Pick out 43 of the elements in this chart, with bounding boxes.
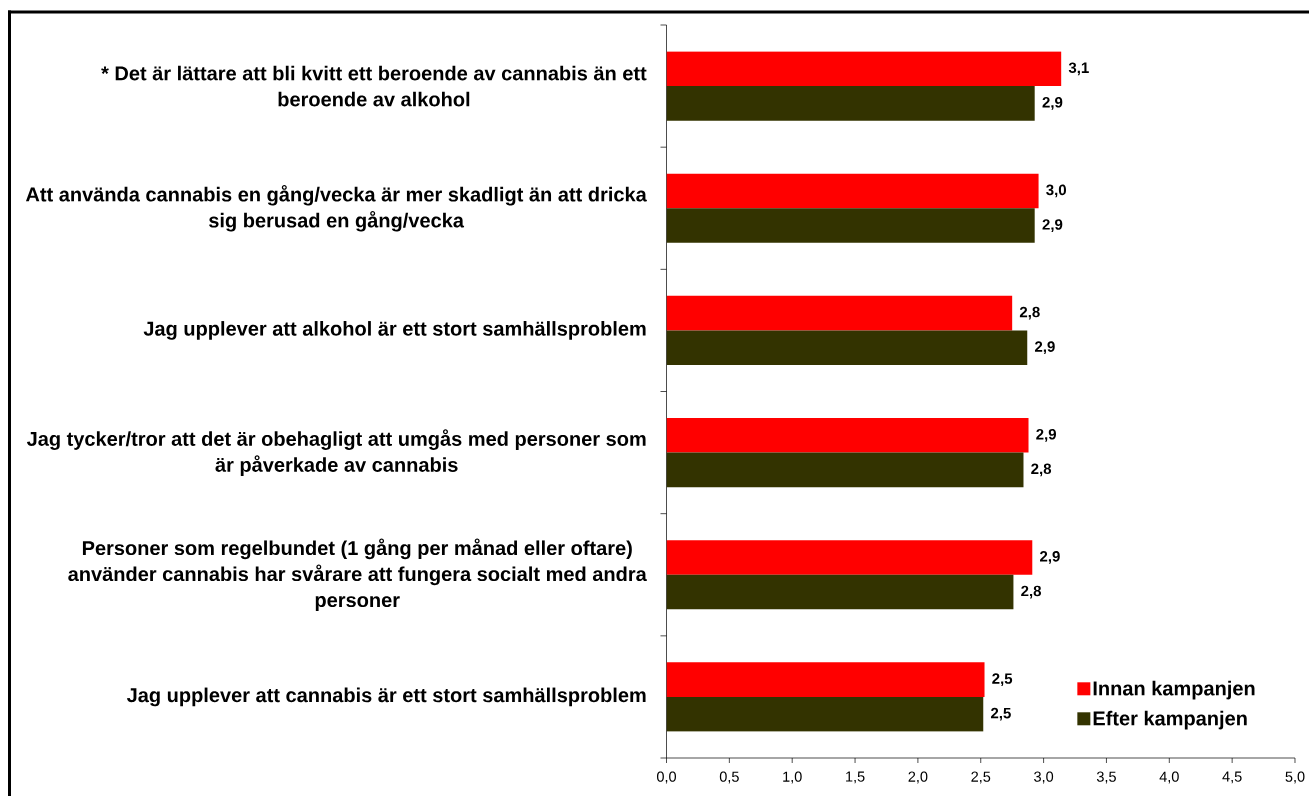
- y-tick-label: Personer som regelbundet (1 gång per månad eller oftare) använder cannabis har svårare att fungera socialt med andra personer: [68, 538, 647, 612]
- data-label: 2,9: [1040, 551, 1060, 564]
- bar: [666, 86, 1035, 121]
- bar: [666, 173, 1039, 209]
- x-tick-label: 3,0: [1034, 771, 1054, 784]
- x-tick-label: 0,5: [719, 771, 739, 784]
- data-label: 2,9: [1042, 96, 1063, 110]
- data-label: 2,8: [1021, 585, 1042, 599]
- x-tick-label: 4,0: [1159, 771, 1179, 784]
- bar: [666, 418, 1029, 453]
- bar: [666, 696, 984, 732]
- data-label: 2,9: [1042, 219, 1063, 232]
- legend-label: Efter kampanjen: [1093, 710, 1247, 730]
- bar: [666, 208, 1035, 243]
- data-label: 2,9: [1034, 341, 1055, 355]
- bar: [666, 452, 1024, 488]
- bar: [666, 295, 1013, 331]
- data-label: 2,5: [992, 673, 1013, 687]
- x-tick-label: 1,0: [783, 771, 802, 784]
- y-tick-label: Jag tycker/tror att det är obehagligt att umgås med personer som är påverkade av cannabis: [26, 429, 646, 476]
- y-tick-label: Att använda cannabis en gång/vecka är mer skadligt än att dricka sig berusad en gång/vecka: [25, 184, 647, 232]
- data-label: 2,8: [1031, 463, 1052, 477]
- data-label: 3,0: [1046, 184, 1066, 198]
- x-tick-label: 5,0: [1285, 771, 1305, 784]
- x-tick-label: 2,5: [971, 771, 991, 784]
- x-tick-label: 3,5: [1096, 771, 1116, 784]
- y-tick-label: Jag upplever att alkohol är ett stort samhällsproblem: [143, 321, 646, 340]
- bar: [666, 330, 1028, 365]
- data-label: 2,9: [1036, 428, 1056, 442]
- bar: [666, 662, 985, 697]
- x-tick-label: 4,5: [1222, 771, 1242, 784]
- bar: [666, 540, 1033, 575]
- y-tick-label: Jag upplever att cannabis är ett stort samhällsproblem: [126, 687, 646, 707]
- x-tick-label: 2,0: [908, 771, 928, 784]
- data-label: 3,1: [1068, 62, 1089, 76]
- x-tick-label: 1,5: [846, 771, 865, 784]
- bar: [666, 574, 1014, 610]
- bar: [666, 51, 1062, 87]
- y-tick-label: * Det är lättare att bli kvitt ett beroende av cannabis än ett beroende av alkohol: [101, 65, 647, 107]
- legend-label: Innan kampanjen: [1093, 680, 1255, 700]
- data-label: 2,5: [990, 707, 1011, 721]
- x-tick-label: 0,0: [656, 771, 677, 784]
- data-label: 2,8: [1019, 306, 1040, 320]
